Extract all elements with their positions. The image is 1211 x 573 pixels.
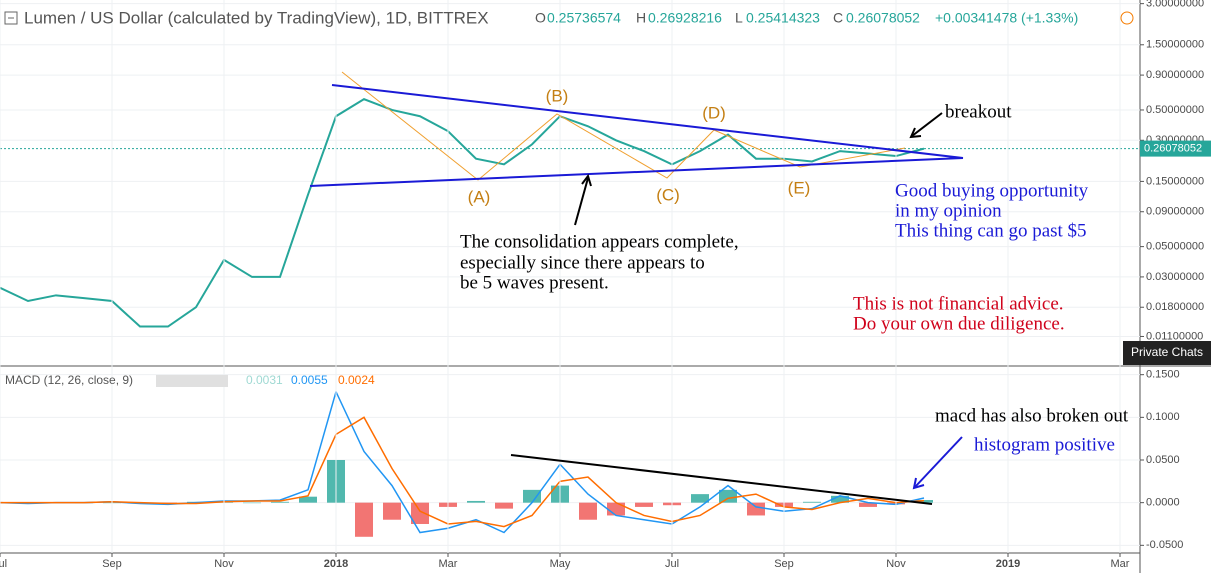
- wave-label: (B): [546, 86, 569, 105]
- collapse-icon[interactable]: [4, 11, 18, 25]
- histogram-bar: [243, 502, 261, 504]
- y-tick-label: 0.05000000: [1146, 241, 1204, 253]
- histogram-bar: [495, 502, 513, 509]
- y-tick-label: 0.1500: [1146, 369, 1180, 381]
- histogram-bar: [467, 500, 485, 503]
- y-tick-label: 0.1000: [1146, 411, 1180, 423]
- ohlc-label: O: [535, 10, 546, 26]
- y-tick-label: 0.01100000: [1146, 330, 1203, 342]
- annotation: histogram positive: [974, 434, 1115, 455]
- wave-label: (E): [788, 178, 811, 197]
- annotation: Good buying opportunity: [895, 180, 1089, 201]
- triangle-top: [331, 84, 964, 159]
- arrow-head: [912, 477, 925, 490]
- ohlc-value: 0.25414323: [746, 10, 820, 26]
- y-tick-label: 0.09000000: [1146, 206, 1204, 218]
- histogram-bar: [299, 496, 317, 503]
- annotation: macd has also broken out: [935, 405, 1129, 426]
- histogram-bar: [747, 502, 765, 516]
- x-tick-label: Sep: [774, 558, 794, 570]
- y-tick-label: 3.00000000: [1146, 0, 1204, 10]
- y-tick-label: 1.50000000: [1146, 39, 1204, 51]
- x-tick-label: 2019: [996, 558, 1020, 570]
- button-label: Private Chats: [1131, 345, 1203, 359]
- y-tick-label: 0.0000: [1146, 497, 1180, 509]
- alert-icon[interactable]: [1120, 11, 1134, 25]
- legend-value: 0.0055: [291, 373, 328, 387]
- histogram-bar: [691, 494, 709, 503]
- wave-label: (D): [702, 103, 726, 122]
- y-tick-label: -0.0500: [1146, 539, 1183, 551]
- ohlc-value: 0.26078052: [846, 10, 920, 26]
- x-tick-label: Sep: [102, 558, 122, 570]
- histogram-bar: [355, 502, 373, 537]
- histogram-bar: [635, 502, 653, 507]
- annotation: This is not financial advice.: [853, 293, 1064, 314]
- histogram-bar: [803, 501, 821, 503]
- x-tick-label: Jul: [0, 558, 7, 570]
- x-tick-label: May: [550, 558, 571, 570]
- annotation: Do your own due diligence.: [853, 313, 1065, 334]
- histogram-bar: [607, 502, 625, 516]
- legend-value: 0.0024: [338, 373, 375, 387]
- indicator-title: MACD (12, 26, close, 9): [5, 373, 133, 387]
- annotation: in my opinion: [895, 200, 1002, 221]
- annotation: be 5 waves present.: [460, 272, 609, 293]
- annotation: especially since there appears to: [460, 252, 705, 273]
- x-tick-label: Jul: [665, 558, 679, 570]
- drawings: [309, 71, 964, 505]
- wave-zigzag: [341, 71, 906, 181]
- histogram-bar: [831, 495, 849, 503]
- histogram-bar: [383, 502, 401, 520]
- indicator-controls[interactable]: [156, 375, 228, 387]
- y-tick-label: 0.50000000: [1146, 104, 1204, 116]
- histogram-bar: [271, 501, 289, 503]
- histogram-bar: [523, 489, 541, 503]
- macd-line: [0, 416, 925, 528]
- histogram-bar: [579, 502, 597, 520]
- ohlc-label: C: [833, 10, 843, 26]
- arrow: [911, 112, 943, 137]
- histogram-bar: [859, 502, 877, 507]
- wave-label: (C): [656, 185, 680, 204]
- annotation: The consolidation appears complete,: [460, 231, 739, 252]
- plot-area: [0, 0, 1140, 553]
- ohlc-label: H: [636, 10, 646, 26]
- macd-line: [0, 389, 925, 534]
- price-line: [0, 98, 925, 328]
- arrow-head: [581, 173, 592, 187]
- y-tick-label: 0.03000000: [1146, 271, 1204, 283]
- y-tick-label: 0.90000000: [1146, 69, 1204, 81]
- y-tick-label: 0.15000000: [1146, 175, 1204, 187]
- wave-label: (A): [468, 187, 491, 206]
- ohlc-label: L: [735, 10, 743, 26]
- private-chats-button[interactable]: [1123, 341, 1211, 365]
- x-tick-label: Nov: [886, 558, 906, 570]
- y-tick-label: 0.0500: [1146, 454, 1180, 466]
- histogram-bar: [719, 489, 737, 503]
- triangle-bottom: [309, 157, 964, 187]
- ohlc-value: 0.25736574: [547, 10, 621, 26]
- x-tick-label: Mar: [1111, 558, 1130, 570]
- y-tick-label: 0.01800000: [1146, 301, 1204, 313]
- ohlc-value: 0.26928216: [648, 10, 722, 26]
- macd-trendline: [510, 454, 933, 505]
- legend-value: 0.0031: [246, 373, 283, 387]
- last-price-label: 0.26078052: [1144, 143, 1202, 155]
- annotation: breakout: [945, 101, 1012, 122]
- x-tick-label: Nov: [214, 558, 234, 570]
- annotation: This thing can go past $5: [895, 220, 1087, 241]
- last-price-tag: [1140, 140, 1211, 157]
- arrow: [574, 177, 589, 226]
- symbol-title: Lumen / US Dollar (calculated by Trading…: [24, 8, 489, 27]
- arrow-head: [909, 127, 922, 139]
- histogram-bar: [411, 502, 429, 524]
- x-tick-label: 2018: [324, 558, 348, 570]
- x-tick-label: Mar: [439, 558, 458, 570]
- arrow: [914, 436, 963, 488]
- change: +0.00341478 (+1.33%): [935, 10, 1078, 26]
